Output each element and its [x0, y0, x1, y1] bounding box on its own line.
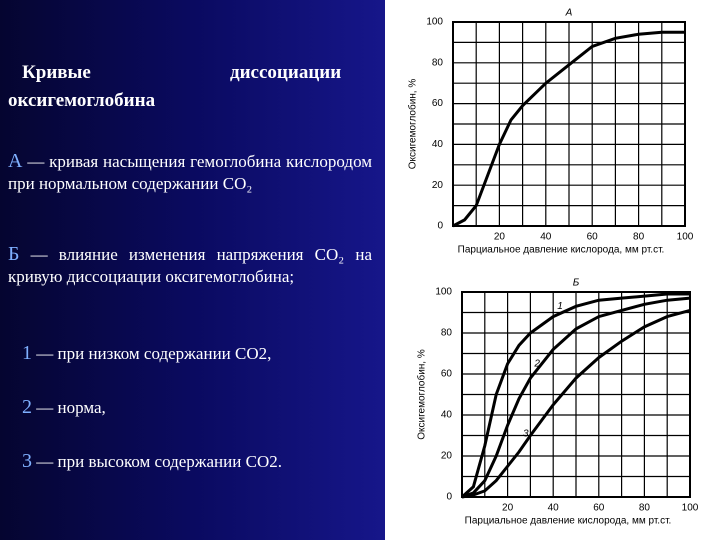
- y-tick-label: 20: [441, 451, 453, 462]
- y-axis-label: Оксигемоглобин, %: [407, 79, 419, 170]
- y-tick-label: 60: [441, 369, 453, 380]
- item: А — кривая насыщения гемоглобина кислоро…: [8, 150, 372, 195]
- y-tick-label: 60: [432, 98, 444, 109]
- item: Б — влияние изменения напряжения CO₂ на …: [8, 243, 372, 288]
- plot-frame: [452, 21, 686, 227]
- x-tick-label: 40: [548, 503, 560, 514]
- item-text: — влияние изменения напряжения CO₂ на кр…: [8, 245, 372, 286]
- marker: Б: [8, 243, 20, 265]
- y-tick-label: 100: [426, 17, 443, 28]
- y-tick-label: 80: [441, 328, 453, 339]
- y-tick-label: 40: [441, 410, 453, 421]
- item-text: — норма,: [36, 398, 106, 417]
- x-tick-label: 40: [540, 232, 552, 243]
- title: Кривые: [22, 62, 91, 83]
- x-tick-label: 60: [593, 503, 605, 514]
- y-tick-label: 0: [437, 221, 443, 232]
- x-tick-label: 20: [494, 232, 506, 243]
- marker: А: [8, 150, 23, 172]
- marker: 3: [22, 450, 32, 472]
- curve-label: 3: [523, 429, 529, 440]
- marker: 1: [22, 342, 32, 364]
- x-tick-label: 100: [677, 232, 694, 243]
- item-text: — при низком содержании CO2,: [36, 344, 272, 363]
- curve: [461, 296, 691, 499]
- text-panel: Кривые диссоциации оксигемоглобина А — к…: [0, 0, 385, 540]
- title: диссоциации: [230, 62, 342, 83]
- x-tick-label: 80: [639, 503, 651, 514]
- item: 2 — норма,: [22, 396, 386, 419]
- curve: [461, 309, 691, 499]
- y-axis-label: Оксигемоглобин, %: [416, 349, 428, 440]
- plot-frame: [461, 291, 691, 498]
- y-tick-label: 100: [435, 287, 452, 298]
- x-axis-label: Парциальное давление кислорода, мм рт.ст…: [458, 245, 665, 256]
- x-axis-label: Парциальное давление кислорода, мм рт.ст…: [465, 516, 672, 527]
- curve-label: 1: [557, 301, 563, 312]
- item-text: — кривая насыщения гемоглобина кислородо…: [8, 152, 372, 193]
- curve: [460, 292, 690, 499]
- chart-title: А: [565, 8, 573, 19]
- x-tick-label: 60: [587, 232, 599, 243]
- curve-label: 2: [533, 359, 540, 370]
- x-tick-label: 20: [502, 503, 514, 514]
- curve: [452, 30, 685, 228]
- marker: 2: [22, 396, 32, 418]
- y-tick-label: 40: [432, 139, 444, 150]
- y-tick-label: 80: [432, 57, 444, 68]
- x-tick-label: 100: [682, 503, 699, 514]
- y-tick-label: 0: [446, 492, 452, 503]
- chart-title: Б: [573, 278, 580, 289]
- item: 3 — при высоком содержании CO2.: [22, 450, 386, 473]
- item-text: — при высоком содержании CO2.: [36, 452, 282, 471]
- title: оксигемоглобина: [8, 90, 156, 111]
- item: 1 — при низком содержании CO2,: [22, 342, 386, 365]
- y-tick-label: 20: [432, 180, 444, 191]
- x-tick-label: 80: [633, 232, 645, 243]
